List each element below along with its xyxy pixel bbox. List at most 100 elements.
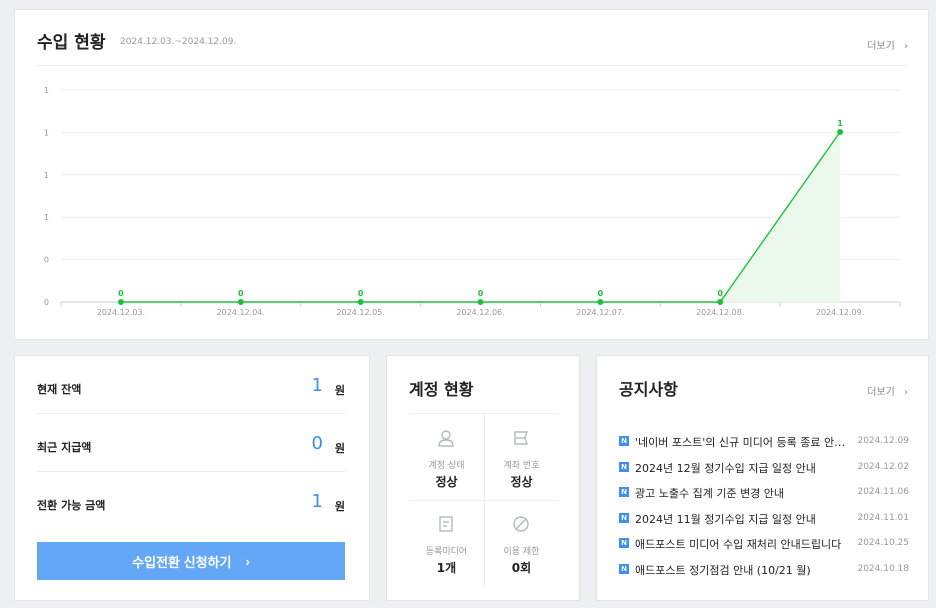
x-tick-label: 2024.12.09. (816, 308, 864, 317)
notice-item-text[interactable]: 광고 노출수 집계 기준 변경 안내 (635, 487, 785, 500)
balance-label: 현재 잔액 (37, 383, 82, 396)
notice-item[interactable]: N 광고 노출수 집계 기준 변경 안내 2024.11.06 (619, 484, 909, 502)
notice-item-date: 2024.12.09 (857, 436, 909, 446)
notice-item-date: 2024.11.01 (857, 512, 909, 523)
document-icon (439, 516, 453, 532)
revenue-more-link[interactable]: 더보기 › (867, 37, 908, 52)
account-status-cell: 계정 상태 정상 (409, 414, 484, 500)
balance-label: 최근 지급액 (37, 441, 92, 454)
chevron-right-icon: › (904, 41, 908, 52)
data-point (117, 299, 124, 305)
data-point (237, 299, 244, 305)
data-point (477, 299, 484, 305)
balance-unit: 원 (334, 384, 345, 397)
new-badge-icon: N (619, 436, 629, 446)
new-badge-icon: N (619, 563, 629, 574)
restricted-icon (513, 516, 529, 532)
account-restriction-cell: 이용 제한 0회 (484, 500, 559, 586)
y-tick-label: 1 (44, 171, 49, 180)
notice-item-date: 2024.11.06 (857, 487, 909, 497)
data-point (357, 299, 364, 305)
notice-card: 공지사항 더보기 › N '네이버 포스트'의 신규 미디어 등록 종료 안… 20… (596, 355, 929, 601)
data-label: 0 (717, 289, 723, 298)
more-label: 더보기 (867, 41, 895, 52)
chevron-right-icon: › (904, 387, 908, 398)
notice-item[interactable]: N 2024년 11월 정기수입 지급 일정 안내 2024.11.01 (619, 510, 909, 528)
balance-row-convertible: 전환 가능 금액 1 원 (37, 472, 345, 530)
new-badge-icon: N (619, 487, 629, 497)
convert-revenue-button[interactable]: 수입전환 신청하기 › (37, 542, 345, 580)
balance-unit: 원 (334, 500, 345, 513)
x-tick-label: 2024.12.03. (97, 308, 145, 317)
notice-more-link[interactable]: 더보기 › (867, 383, 908, 398)
more-label: 더보기 (867, 387, 895, 398)
bank-account-icon (514, 431, 528, 445)
y-tick-label: 0 (44, 298, 49, 307)
data-label: 0 (598, 289, 604, 298)
account-item-label: 계좌 번호 (503, 461, 540, 471)
new-badge-icon: N (619, 512, 629, 523)
balance-row-recent-payment: 최근 지급액 0 원 (37, 414, 345, 472)
account-card: 계정 현황 계정 상태 정상 계좌 번호 정상 등록미디어 1개 이용 제한 0… (386, 355, 580, 601)
data-label: 0 (358, 289, 364, 298)
notice-item-text[interactable]: 애드포스트 정기점검 안내 (10/21 월) (635, 563, 811, 577)
notice-item-text[interactable]: 2024년 11월 정기수입 지급 일정 안내 (635, 512, 816, 526)
notice-item-date: 2024.10.25 (857, 538, 909, 548)
account-media-cell: 등록미디어 1개 (409, 500, 484, 586)
data-label: 0 (478, 289, 484, 298)
data-label: 1 (837, 119, 843, 128)
y-tick-label: 1 (44, 128, 49, 137)
y-tick-label: 1 (44, 213, 49, 222)
account-item-label: 등록미디어 (425, 547, 468, 557)
notice-item-text[interactable]: 애드포스트 미디어 수입 재처리 안내드립니다 (635, 538, 842, 551)
balance-unit: 원 (334, 442, 345, 455)
account-item-label: 이용 제한 (503, 547, 540, 557)
balance-row-current: 현재 잔액 1 원 (37, 356, 345, 414)
notice-item-date: 2024.12.02 (857, 461, 909, 472)
series-area (120, 132, 841, 302)
account-item-value: 0회 (511, 561, 532, 575)
account-item-value: 1개 (436, 561, 457, 575)
account-item-value: 정상 (435, 475, 458, 489)
y-tick-label: 1 (44, 86, 49, 95)
account-item-label: 계정 상태 (428, 461, 465, 471)
account-grid: 계정 상태 정상 계좌 번호 정상 등록미디어 1개 이용 제한 0회 (409, 413, 559, 586)
notice-item-text[interactable]: '네이버 포스트'의 신규 미디어 등록 종료 안… (635, 436, 846, 449)
notice-item-text[interactable]: 2024년 12월 정기수입 지급 일정 안내 (635, 461, 816, 475)
new-badge-icon: N (619, 538, 629, 548)
notice-item[interactable]: N '네이버 포스트'의 신규 미디어 등록 종료 안… 2024.12.09 (619, 433, 909, 451)
x-tick-label: 2024.12.07. (576, 308, 624, 317)
new-badge-icon: N (619, 461, 629, 472)
x-tick-label: 2024.12.08. (696, 308, 744, 317)
account-title: 계정 현황 (409, 380, 474, 399)
revenue-title: 수입 현황 (37, 33, 106, 53)
notice-item-date: 2024.10.18 (857, 563, 909, 574)
balance-label: 전환 가능 금액 (37, 499, 106, 512)
data-point (597, 299, 604, 305)
revenue-card: 수입 현황 2024.12.03.~2024.12.09. 더보기 › 0 0 1 1… (14, 9, 929, 340)
account-item-value: 정상 (510, 475, 533, 489)
user-icon (438, 430, 454, 447)
data-point (717, 299, 724, 305)
account-bank-cell: 계좌 번호 정상 (484, 414, 559, 500)
revenue-date-range: 2024.12.03.~2024.12.09. (120, 37, 237, 47)
chevron-right-icon: › (245, 553, 250, 569)
notice-item[interactable]: N 애드포스트 정기점검 안내 (10/21 월) 2024.10.18 (619, 561, 909, 579)
x-tick-label: 2024.12.06. (456, 308, 504, 317)
convert-button-label: 수입전환 신청하기 (132, 554, 232, 570)
balance-value: 1 (311, 491, 323, 512)
x-tick-label: 2024.12.05. (336, 308, 384, 317)
divider (37, 65, 906, 66)
y-tick-label: 0 (44, 256, 49, 265)
data-label: 0 (118, 289, 124, 298)
balance-value: 0 (311, 433, 323, 454)
data-label: 0 (238, 289, 244, 298)
data-point (837, 129, 844, 135)
revenue-chart: 0 0 1 1 1 1 2024.12.03. 2024.12.04. 2024.12.05. 2… (44, 86, 901, 317)
notice-title: 공지사항 (619, 380, 678, 399)
notice-item[interactable]: N 2024년 12월 정기수입 지급 일정 안내 2024.12.02 (619, 459, 909, 477)
balance-card: 현재 잔액 1 원 최근 지급액 0 원 전환 가능 금액 1 원 수입전환 신… (14, 355, 370, 601)
grid-divider-horizontal (409, 500, 559, 501)
balance-value: 1 (311, 375, 323, 396)
notice-item[interactable]: N 애드포스트 미디어 수입 재처리 안내드립니다 2024.10.25 (619, 535, 909, 553)
